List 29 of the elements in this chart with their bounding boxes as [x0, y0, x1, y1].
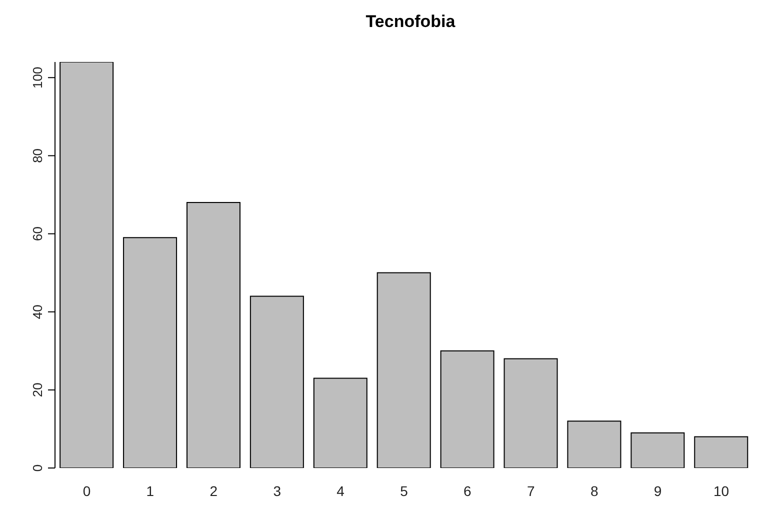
- y-tick-label: 20: [30, 382, 45, 398]
- x-tick-label: 3: [273, 482, 282, 499]
- x-tick-label: 7: [527, 482, 536, 499]
- x-tick-label: 4: [336, 482, 345, 499]
- bar: [694, 436, 748, 468]
- x-tick-label: 8: [590, 482, 598, 499]
- y-tick-label: 60: [30, 226, 45, 242]
- x-tick-label: 1: [146, 482, 154, 499]
- bar: [313, 378, 368, 468]
- y-tick-label: 80: [30, 148, 45, 163]
- x-tick-label: 2: [210, 482, 218, 499]
- x-tick-label: 5: [400, 482, 408, 499]
- bar: [186, 202, 240, 468]
- bar: [60, 62, 114, 468]
- bar: [630, 432, 685, 468]
- x-tick-label: 0: [82, 482, 91, 499]
- x-tick-label: 6: [464, 482, 472, 499]
- bar: [504, 358, 558, 468]
- y-tick-label: 0: [30, 464, 45, 472]
- bar: [250, 296, 304, 468]
- y-tick-label: 40: [30, 304, 45, 320]
- bar: [440, 350, 494, 468]
- x-tick-label: 10: [713, 482, 730, 499]
- chart-title: Tecnofobia: [364, 12, 456, 32]
- x-tick-label: 9: [654, 482, 662, 499]
- bar: [376, 272, 431, 468]
- bar: [567, 420, 622, 468]
- y-tick-label: 100: [30, 66, 45, 88]
- bar: [123, 237, 178, 468]
